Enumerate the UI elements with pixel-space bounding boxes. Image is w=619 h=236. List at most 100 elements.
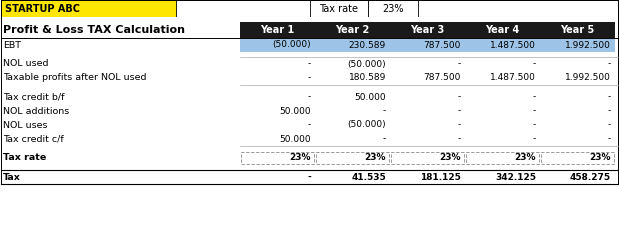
Text: 1.992.500: 1.992.500 — [565, 41, 611, 50]
Bar — [315, 151, 390, 165]
Text: 41.535: 41.535 — [351, 173, 386, 181]
Bar — [540, 165, 615, 170]
Bar — [390, 22, 465, 38]
Bar — [540, 170, 615, 184]
Text: (50.000): (50.000) — [272, 41, 311, 50]
Text: -: - — [608, 135, 611, 143]
Bar — [315, 132, 390, 146]
Text: 50.000: 50.000 — [279, 106, 311, 115]
Bar — [315, 22, 390, 38]
Text: -: - — [457, 135, 461, 143]
Text: -: - — [533, 106, 536, 115]
Bar — [310, 0, 368, 17]
Bar — [240, 52, 315, 57]
Bar — [1, 71, 240, 85]
Bar — [1, 146, 240, 151]
Bar — [315, 146, 390, 151]
Text: 181.125: 181.125 — [420, 173, 461, 181]
Bar — [1, 0, 618, 184]
Bar — [240, 104, 315, 118]
Text: Taxable profits after NOL used: Taxable profits after NOL used — [3, 73, 147, 83]
Text: 342.125: 342.125 — [495, 173, 536, 181]
Bar — [465, 90, 540, 104]
Text: Tax rate: Tax rate — [319, 4, 358, 13]
Bar — [540, 38, 615, 52]
Text: 787.500: 787.500 — [423, 73, 461, 83]
Bar — [466, 152, 539, 164]
Bar — [1, 57, 240, 71]
Bar — [1, 170, 240, 184]
Bar — [241, 152, 314, 164]
Bar — [315, 170, 390, 184]
Bar — [1, 38, 240, 52]
Bar — [465, 85, 540, 90]
Text: -: - — [457, 93, 461, 101]
Bar — [315, 90, 390, 104]
Bar — [1, 104, 240, 118]
Bar — [390, 146, 465, 151]
Text: -: - — [457, 106, 461, 115]
Bar — [315, 52, 390, 57]
Bar — [1, 151, 240, 165]
Text: -: - — [308, 93, 311, 101]
Text: -: - — [457, 121, 461, 130]
Bar — [465, 71, 540, 85]
Text: 23%: 23% — [514, 153, 536, 163]
Bar — [465, 146, 540, 151]
Bar — [391, 152, 464, 164]
Text: -: - — [308, 121, 311, 130]
Bar — [390, 52, 465, 57]
Bar — [465, 104, 540, 118]
Text: Tax rate: Tax rate — [3, 153, 46, 163]
Bar — [540, 151, 615, 165]
Bar — [368, 0, 418, 17]
Bar — [315, 71, 390, 85]
Bar — [390, 151, 465, 165]
Bar — [465, 151, 540, 165]
Bar — [240, 90, 315, 104]
Bar — [1, 22, 240, 38]
Text: 180.589: 180.589 — [348, 73, 386, 83]
Text: Profit & Loss TAX Calculation: Profit & Loss TAX Calculation — [3, 25, 185, 35]
Bar — [315, 85, 390, 90]
Bar — [1, 52, 240, 57]
Bar — [315, 38, 390, 52]
Text: -: - — [457, 59, 461, 68]
Bar — [390, 104, 465, 118]
Bar — [540, 132, 615, 146]
Bar — [390, 57, 465, 71]
Bar — [540, 22, 615, 38]
Text: 458.275: 458.275 — [570, 173, 611, 181]
Bar — [240, 38, 315, 52]
Text: 1.487.500: 1.487.500 — [490, 73, 536, 83]
Bar — [540, 146, 615, 151]
Bar — [540, 57, 615, 71]
Text: NOL additions: NOL additions — [3, 106, 69, 115]
Bar — [315, 118, 390, 132]
Bar — [465, 38, 540, 52]
Bar — [240, 132, 315, 146]
Text: 1.487.500: 1.487.500 — [490, 41, 536, 50]
Bar — [240, 165, 315, 170]
Text: -: - — [608, 93, 611, 101]
Text: 50.000: 50.000 — [279, 135, 311, 143]
Text: -: - — [533, 59, 536, 68]
Bar — [240, 146, 315, 151]
Text: 23%: 23% — [589, 153, 611, 163]
Text: Year 4: Year 4 — [485, 25, 519, 35]
Bar — [465, 170, 540, 184]
Bar — [316, 152, 389, 164]
Bar — [315, 104, 390, 118]
Text: -: - — [608, 121, 611, 130]
Bar — [541, 152, 614, 164]
Text: Tax credit b/f: Tax credit b/f — [3, 93, 64, 101]
Bar — [315, 57, 390, 71]
Bar — [465, 165, 540, 170]
Bar — [540, 90, 615, 104]
Bar — [240, 118, 315, 132]
Text: (50.000): (50.000) — [347, 59, 386, 68]
Text: STARTUP ABC: STARTUP ABC — [5, 4, 80, 13]
Bar — [465, 118, 540, 132]
Text: Tax credit c/f: Tax credit c/f — [3, 135, 64, 143]
Bar — [1, 118, 240, 132]
